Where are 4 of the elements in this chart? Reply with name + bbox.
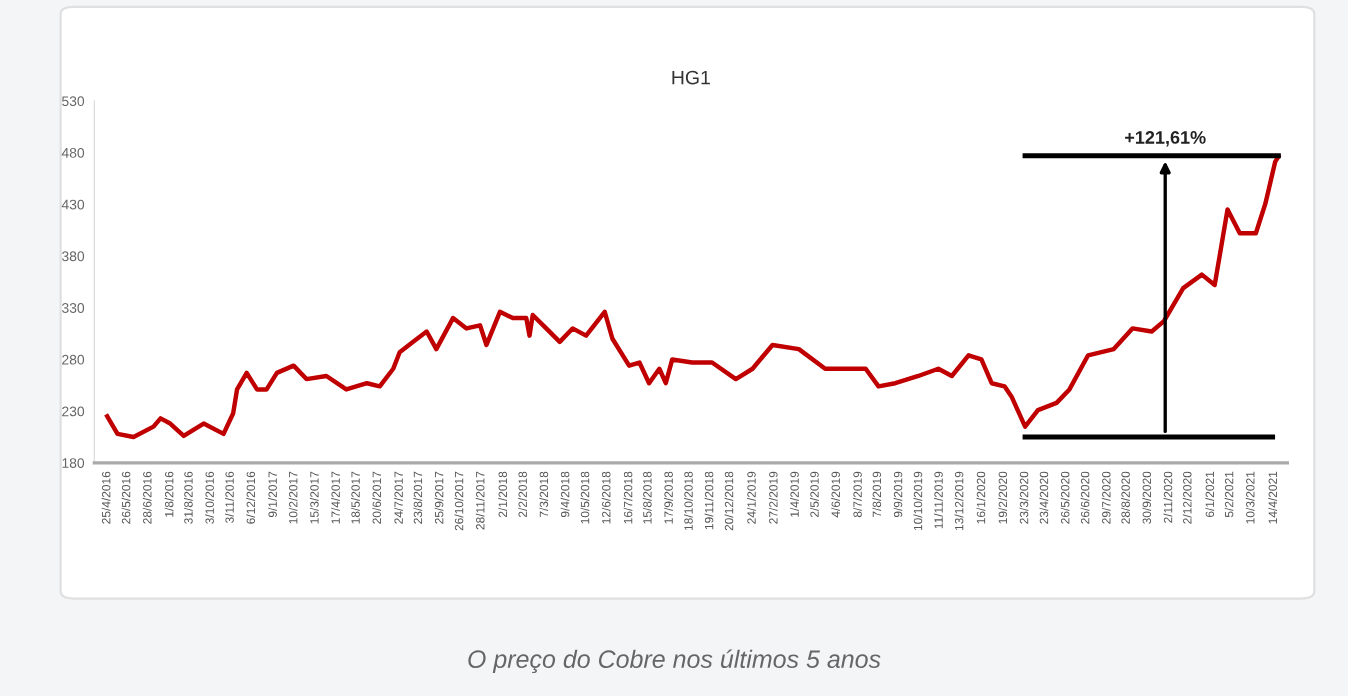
chart-title: HG1	[672, 70, 710, 85]
text: O preço do Cobre nos últimos 5 anos	[468, 649, 881, 673]
annotation: +121,61%	[1125, 131, 1206, 147]
line-series	[105, 154, 1281, 440]
